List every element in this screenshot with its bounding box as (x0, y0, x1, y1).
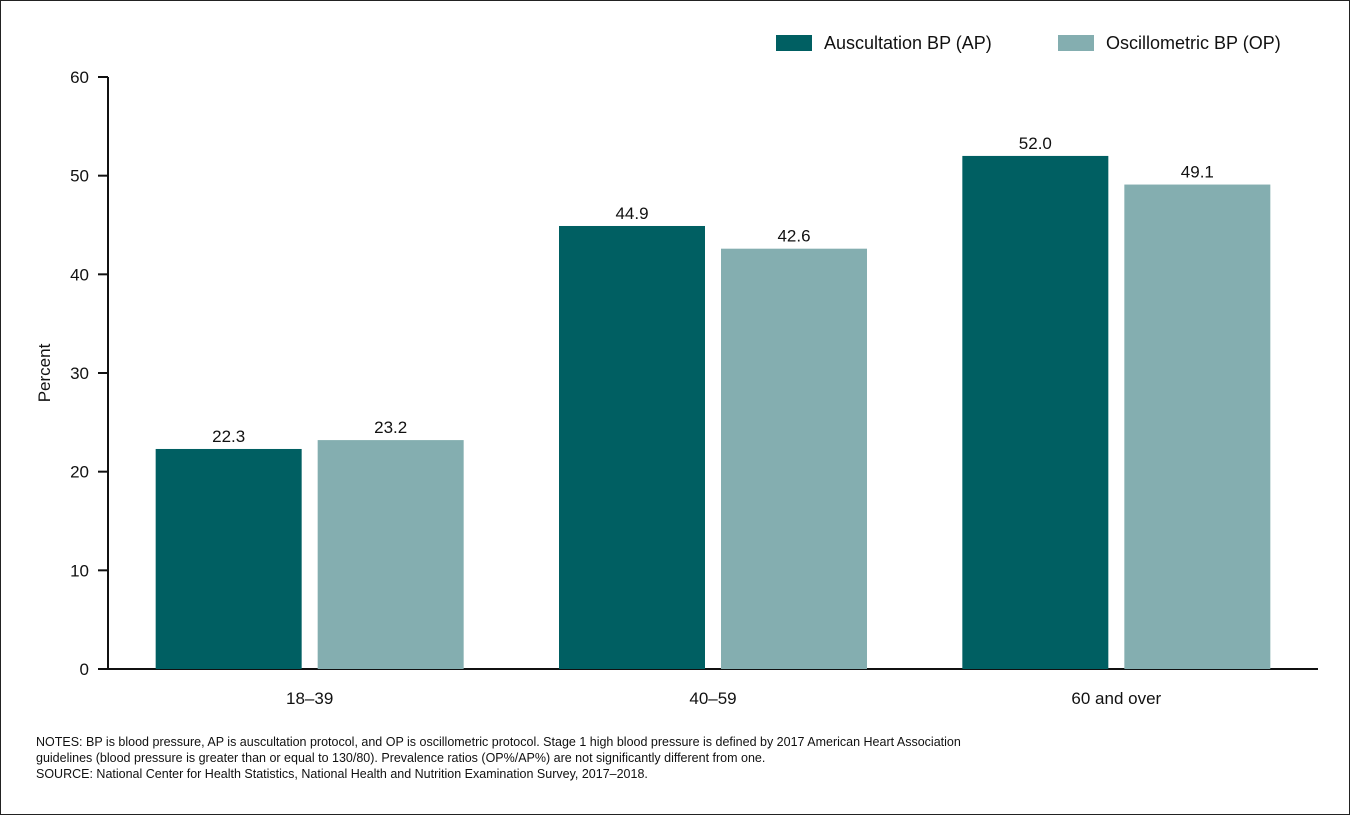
bar-value-label: 49.1 (1181, 163, 1214, 182)
x-tick-label: 18–39 (286, 689, 333, 708)
y-tick-label: 60 (70, 68, 89, 87)
bar-value-label: 44.9 (615, 204, 648, 223)
y-tick-label: 20 (70, 463, 89, 482)
bar (317, 440, 464, 669)
bars (155, 155, 1271, 669)
y-tick-label: 30 (70, 364, 89, 383)
bar-value-label: 42.6 (777, 227, 810, 246)
y-axis-label: Percent (35, 343, 54, 402)
bar-value-label: 22.3 (212, 427, 245, 446)
bar (155, 448, 302, 669)
bar (1124, 184, 1271, 669)
legend-item-auscultation: Auscultation BP (AP) (776, 32, 992, 54)
bar-value-label: 23.2 (374, 418, 407, 437)
legend-label-auscultation: Auscultation BP (AP) (824, 32, 992, 53)
y-tick-label: 40 (70, 265, 89, 284)
x-tick-label: 40–59 (689, 689, 736, 708)
x-tick-label: 60 and over (1071, 689, 1161, 708)
notes-line-2: guidelines (blood pressure is greater th… (36, 751, 766, 765)
y-tick-label: 0 (80, 660, 89, 679)
bar (962, 155, 1109, 669)
bar (721, 248, 867, 669)
legend-swatch-oscillometric (1058, 35, 1094, 51)
legend-item-oscillometric: Oscillometric BP (OP) (1058, 32, 1281, 54)
source-line: SOURCE: National Center for Health Stati… (36, 767, 648, 781)
bar-value-label: 52.0 (1019, 134, 1052, 153)
notes-line-1: NOTES: BP is blood pressure, AP is auscu… (36, 735, 961, 749)
y-tick-label: 50 (70, 167, 89, 186)
y-tick-label: 10 (70, 561, 89, 580)
legend-swatch-auscultation (776, 35, 812, 51)
legend-label-oscillometric: Oscillometric BP (OP) (1106, 32, 1281, 53)
notes-block: NOTES: BP is blood pressure, AP is auscu… (36, 734, 1326, 782)
bar (559, 225, 705, 669)
axes: 0 10 20 30 40 50 60 18–39 40–59 60 and over (70, 68, 1318, 708)
data-labels: 22.3 23.2 44.9 42.6 52.0 49.1 (212, 134, 1214, 446)
